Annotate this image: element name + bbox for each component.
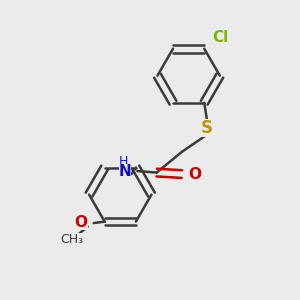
Text: O: O [188, 167, 202, 182]
Text: O: O [75, 215, 88, 230]
Text: S: S [201, 119, 213, 137]
Text: N: N [119, 164, 131, 178]
Text: Cl: Cl [213, 30, 229, 45]
Text: H: H [119, 155, 128, 168]
Text: CH₃: CH₃ [60, 233, 83, 246]
